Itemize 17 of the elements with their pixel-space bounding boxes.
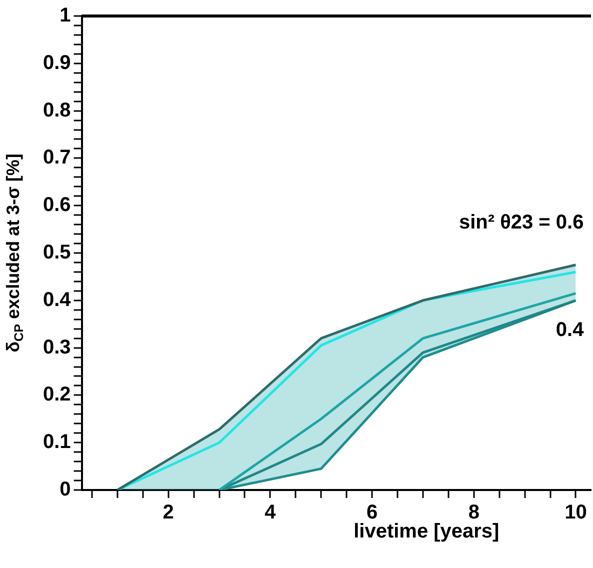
y-tick-label: 0.9 — [42, 52, 71, 74]
y-tick-label: 0.2 — [42, 384, 71, 406]
x-tick-label: 10 — [564, 502, 587, 524]
y-tick-label: 0.5 — [42, 242, 71, 264]
y-tick-label: 0.8 — [42, 99, 71, 122]
x-tick-label: 4 — [264, 502, 277, 524]
y-tick-label: 0.1 — [42, 431, 71, 454]
y-tick-label: 0.4 — [42, 288, 72, 311]
y-tick-label: 0.6 — [42, 194, 71, 216]
y-tick-label: 0.3 — [42, 336, 71, 358]
y-tick-label: 1 — [60, 4, 71, 27]
y-axis-title: δCP excluded at 3-σ [%] — [2, 154, 26, 352]
annotation: sin² θ23 = 0.6 — [458, 211, 584, 234]
y-tick-label: 0.7 — [42, 146, 71, 169]
annotation: 0.4 — [556, 318, 585, 341]
x-tick-label: 2 — [162, 502, 174, 524]
y-tick-label: 0 — [60, 478, 71, 501]
